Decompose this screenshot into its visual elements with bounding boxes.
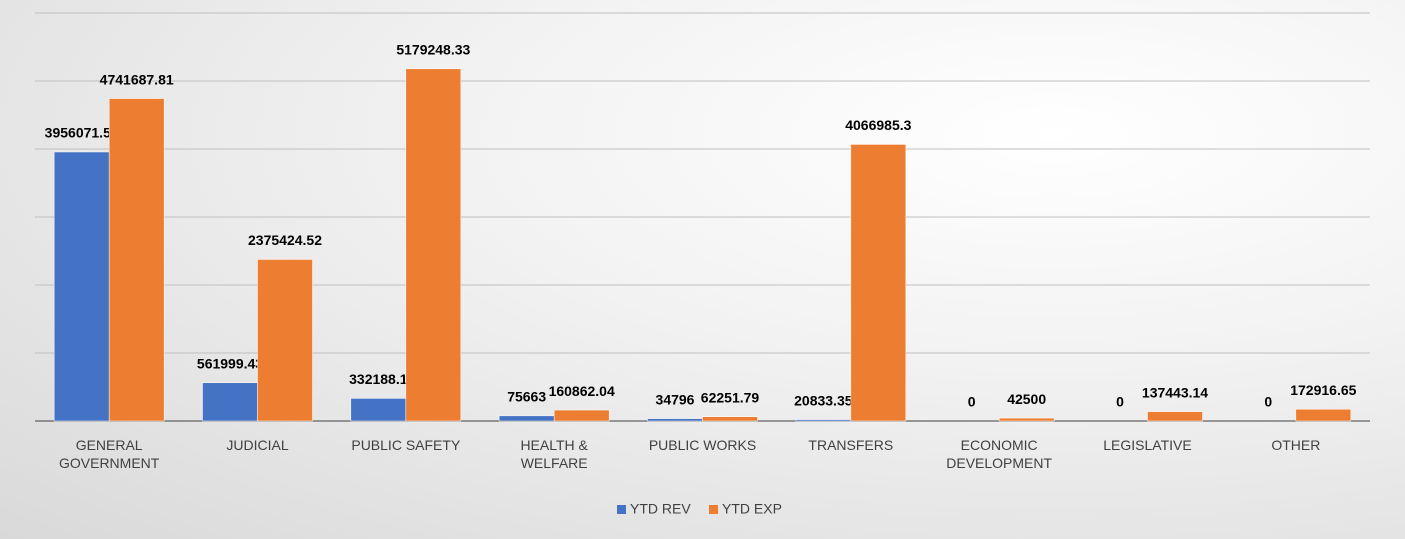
data-label: 62251.79	[701, 389, 760, 405]
data-label: 42500	[1007, 391, 1046, 407]
bar	[850, 144, 907, 422]
x-tick-label: OTHER	[1271, 437, 1321, 453]
x-tick-label: PUBLIC WORKS	[648, 437, 757, 453]
x-tick-label: LEGISLATIVE	[1103, 437, 1192, 453]
data-label: 0	[1116, 394, 1124, 410]
data-label: 5179248.33	[396, 42, 470, 58]
data-label: 137443.14	[1142, 384, 1208, 400]
data-label: 75663	[507, 389, 546, 405]
bar	[257, 259, 313, 422]
x-tick-label: ECONOMIC DEVELOPMENT	[946, 437, 1053, 471]
bar	[795, 419, 852, 422]
data-label: 2375424.52	[248, 232, 322, 248]
bar	[553, 409, 610, 422]
bar	[998, 417, 1055, 422]
bar	[498, 415, 555, 422]
data-label: 4741687.81	[100, 71, 174, 87]
bar	[702, 416, 758, 422]
x-tick-label: HEALTH & WELFARE	[520, 437, 588, 471]
legend-swatch	[617, 505, 626, 514]
bar	[350, 398, 407, 422]
bar	[53, 151, 110, 422]
data-label: 332188.1	[349, 371, 408, 387]
data-label: 160862.04	[549, 383, 615, 399]
x-tick-label: TRANSFERS	[808, 437, 894, 453]
legend-label: YTD REV	[630, 501, 691, 517]
data-label: 3956071.56	[45, 125, 119, 141]
data-label: 34796	[656, 391, 695, 407]
bar	[1147, 411, 1203, 422]
bar	[405, 68, 462, 422]
bar	[647, 418, 703, 422]
data-label: 561999.43	[197, 355, 263, 371]
bar	[202, 382, 258, 422]
data-label: 172916.65	[1290, 382, 1356, 398]
legend-label: YTD EXP	[722, 501, 782, 517]
x-tick-label: PUBLIC SAFETY	[351, 437, 461, 453]
data-label: 0	[1264, 394, 1272, 410]
data-label: 20833.35	[794, 392, 853, 408]
data-label: 0	[968, 394, 976, 410]
x-tick-label: GENERAL GOVERNMENT	[58, 437, 160, 471]
bar	[1295, 408, 1352, 422]
x-tick-label: JUDICIAL	[226, 437, 289, 453]
legend-swatch	[709, 505, 718, 514]
bar	[108, 98, 165, 422]
data-label: 4066985.3	[845, 117, 911, 133]
